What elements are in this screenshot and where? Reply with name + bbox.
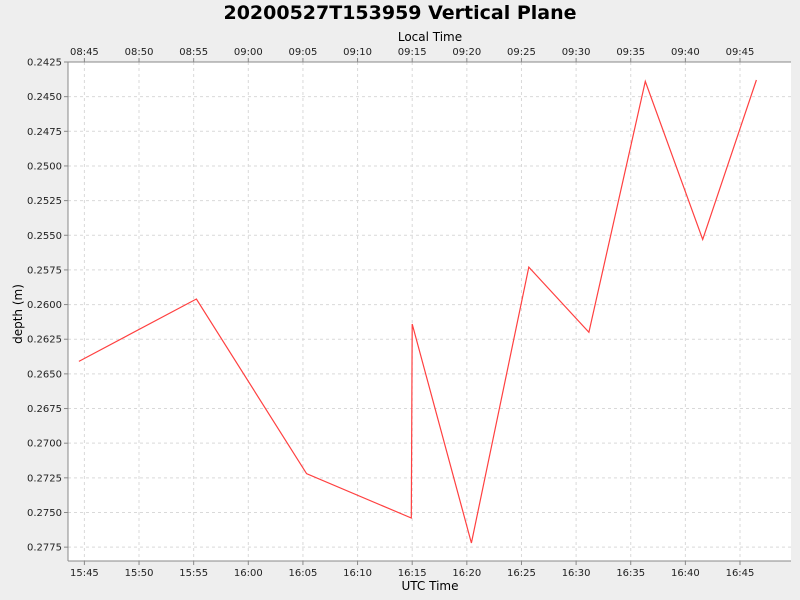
y-tick-label: 0.2550	[27, 231, 62, 242]
x-tick-label: 16:15	[398, 568, 427, 579]
x2-tick-label: 08:45	[70, 47, 99, 58]
x-tick-label: 16:05	[289, 568, 318, 579]
x2-axis-label: Local Time	[398, 30, 462, 44]
y-tick-label: 0.2625	[27, 335, 62, 346]
x2-tick-label: 09:20	[452, 47, 481, 58]
y-tick-label: 0.2425	[27, 58, 62, 69]
x2-tick-label: 09:00	[234, 47, 263, 58]
y-tick-label: 0.2700	[27, 439, 62, 450]
x2-tick-label: 09:30	[562, 47, 591, 58]
chart-title: 20200527T153959 Vertical Plane	[223, 2, 576, 24]
y-axis-label: depth (m)	[11, 284, 25, 344]
x2-tick-label: 09:35	[616, 47, 645, 58]
y-tick-label: 0.2600	[27, 300, 62, 311]
x2-tick-label: 09:10	[343, 47, 372, 58]
x2-tick-label: 08:50	[125, 47, 154, 58]
plot-area	[68, 62, 791, 561]
x-tick-label: 16:25	[507, 568, 536, 579]
y-tick-label: 0.2675	[27, 404, 62, 415]
y-tick-label: 0.2525	[27, 196, 62, 207]
x-tick-label: 16:45	[726, 568, 755, 579]
x-tick-label: 15:55	[179, 568, 208, 579]
x2-tick-label: 09:45	[726, 47, 755, 58]
y-tick-label: 0.2725	[27, 473, 62, 484]
y-tick-label: 0.2650	[27, 369, 62, 380]
series-line	[78, 79, 757, 544]
x-tick-label: 15:50	[125, 568, 154, 579]
series	[78, 79, 757, 544]
y-tick-label: 0.2575	[27, 265, 62, 276]
grid	[68, 61, 791, 561]
axes: 15:45 08:45 15:50 08:50 15:55 08:55 16:00 09:00…	[27, 47, 791, 579]
x-tick-label: 16:35	[616, 568, 645, 579]
x-tick-label: 16:20	[452, 568, 481, 579]
x2-tick-label: 08:55	[179, 47, 208, 58]
y-tick-label: 0.2750	[27, 508, 62, 519]
x2-tick-label: 09:15	[398, 47, 427, 58]
x-axis-label: UTC Time	[402, 579, 459, 593]
y-tick-label: 0.2475	[27, 127, 62, 138]
x-tick-label: 16:10	[343, 568, 372, 579]
x2-tick-label: 09:40	[671, 47, 700, 58]
y-tick-label: 0.2500	[27, 161, 62, 172]
x-tick-label: 15:45	[70, 568, 99, 579]
x2-tick-label: 09:05	[289, 47, 318, 58]
y-tick-label: 0.2775	[27, 543, 62, 554]
x-tick-label: 16:00	[234, 568, 263, 579]
x2-tick-label: 09:25	[507, 47, 536, 58]
y-tick-label: 0.2450	[27, 92, 62, 103]
x-tick-label: 16:40	[671, 568, 700, 579]
x-tick-label: 16:30	[562, 568, 591, 579]
